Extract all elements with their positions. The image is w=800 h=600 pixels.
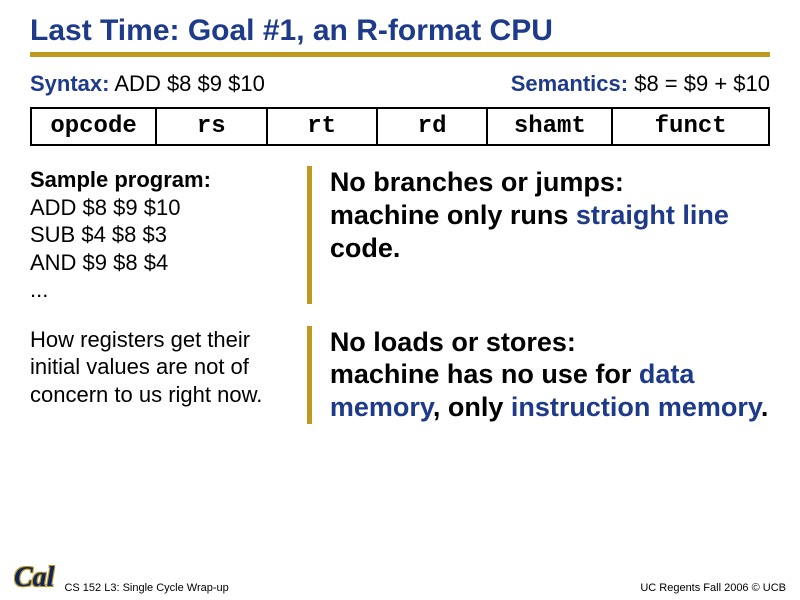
- footer-left-text: CS 152 L3: Single Cycle Wrap-up: [64, 582, 228, 594]
- sample-line-2: SUB $4 $8 $3: [30, 221, 297, 249]
- r1-t3: code.: [330, 233, 401, 263]
- field-rt: rt: [268, 109, 378, 144]
- r1-kw: straight line: [576, 200, 729, 230]
- r1-t1: No branches or jumps:: [330, 167, 624, 197]
- content-row-2: How registers get their initial values a…: [30, 326, 770, 425]
- syntax-label: Syntax:: [30, 71, 109, 96]
- sample-line-3: AND $9 $8 $4: [30, 249, 297, 277]
- right-note-1: No branches or jumps: machine only runs …: [330, 166, 770, 304]
- sample-header: Sample program:: [30, 166, 297, 194]
- semantics-block: Semantics: $8 = $9 + $10: [511, 71, 770, 97]
- register-note: How registers get their initial values a…: [30, 326, 312, 425]
- field-shamt: shamt: [488, 109, 613, 144]
- r2-kw2: instruction memory: [511, 392, 761, 422]
- content-row-1: Sample program: ADD $8 $9 $10 SUB $4 $8 …: [30, 166, 770, 304]
- field-rs: rs: [157, 109, 267, 144]
- r2-t3: , only: [433, 392, 511, 422]
- field-rd: rd: [378, 109, 488, 144]
- semantics-text: $8 = $9 + $10: [628, 71, 770, 96]
- slide-footer: Cal CS 152 L3: Single Cycle Wrap-up UC R…: [0, 562, 800, 594]
- syntax-block: Syntax: ADD $8 $9 $10: [30, 71, 265, 97]
- cal-logo: Cal: [14, 562, 54, 594]
- instruction-fields-table: opcode rs rt rd shamt funct: [30, 107, 770, 146]
- syntax-semantics-row: Syntax: ADD $8 $9 $10 Semantics: $8 = $9…: [30, 71, 770, 97]
- slide-title: Last Time: Goal #1, an R-format CPU: [30, 14, 770, 52]
- sample-line-4: ...: [30, 276, 297, 304]
- r1-t2: machine only runs: [330, 200, 576, 230]
- sample-line-1: ADD $8 $9 $10: [30, 194, 297, 222]
- footer-right-text: UC Regents Fall 2006 © UCB: [640, 582, 786, 594]
- field-funct: funct: [613, 109, 768, 144]
- field-opcode: opcode: [32, 109, 157, 144]
- title-underline: [30, 52, 770, 57]
- right-note-2: No loads or stores: machine has no use f…: [330, 326, 770, 425]
- sample-program-block: Sample program: ADD $8 $9 $10 SUB $4 $8 …: [30, 166, 312, 304]
- r2-t2: machine has no use for: [330, 359, 639, 389]
- r2-t1: No loads or stores:: [330, 327, 576, 357]
- semantics-label: Semantics:: [511, 71, 628, 96]
- syntax-text: ADD $8 $9 $10: [109, 71, 264, 96]
- r2-t4: .: [761, 392, 769, 422]
